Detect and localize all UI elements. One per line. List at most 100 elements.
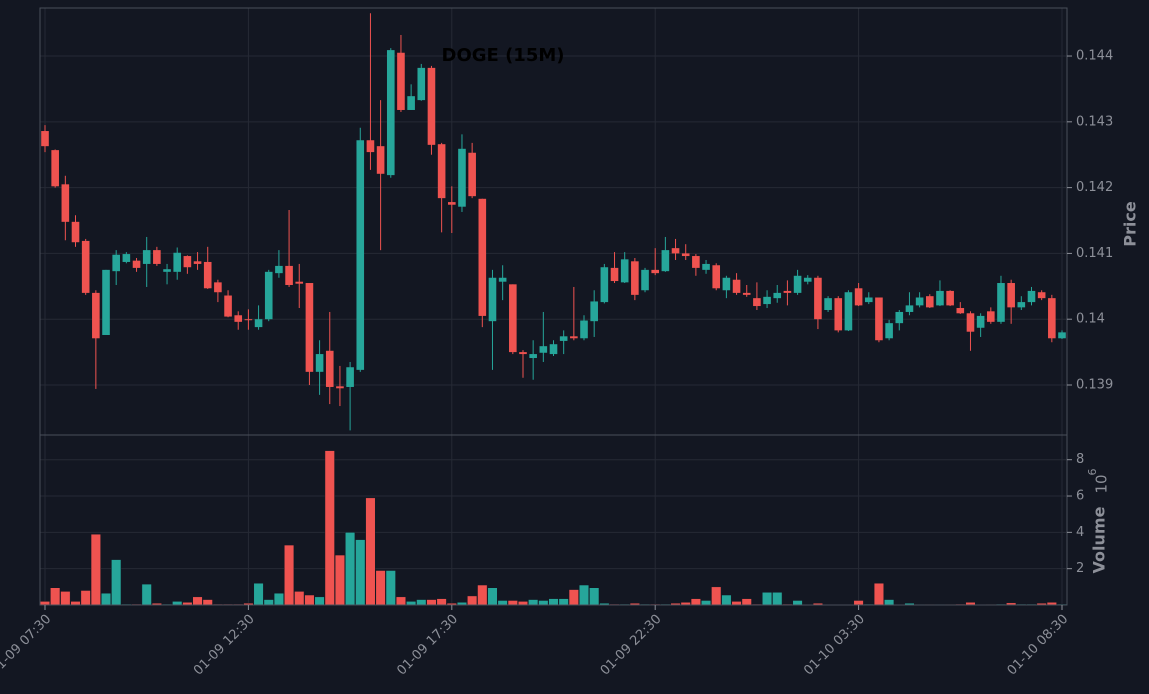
- candle-body: [570, 336, 578, 339]
- candle-body: [610, 267, 619, 282]
- candle-body: [81, 240, 90, 293]
- volume-bar: [192, 596, 203, 606]
- candle-body: [173, 252, 182, 272]
- candle-body: [620, 259, 629, 283]
- candle-body: [295, 281, 304, 284]
- candle-body: [275, 265, 283, 274]
- candle-body: [112, 254, 120, 272]
- volume-axis-label: Volume: [1090, 506, 1109, 573]
- candle-body: [1027, 290, 1036, 303]
- volume-bar: [528, 599, 539, 606]
- volume-bar: [548, 598, 559, 606]
- candle-body: [681, 253, 690, 257]
- candle-body: [102, 269, 110, 335]
- candle-body: [437, 144, 446, 199]
- candle-body: [41, 131, 49, 147]
- candle-body: [1017, 302, 1026, 308]
- candle-body: [51, 150, 59, 187]
- candle-body: [366, 140, 375, 153]
- volume-tick-label: 2: [1076, 561, 1084, 576]
- candle-body: [285, 265, 293, 285]
- candle-body: [824, 298, 832, 310]
- candle-body: [1037, 292, 1046, 299]
- volume-bar: [701, 600, 712, 606]
- candle-body: [1058, 332, 1066, 339]
- candle-body: [844, 292, 853, 331]
- volume-bar: [853, 600, 864, 606]
- volume-scale: 10: [1093, 474, 1111, 493]
- candle-body: [895, 311, 904, 324]
- volume-bar: [711, 586, 722, 606]
- volume-bar: [111, 559, 122, 606]
- volume-bar: [589, 587, 600, 606]
- volume-bar: [731, 601, 742, 606]
- candle-body: [417, 67, 426, 101]
- volume-bar: [202, 599, 213, 606]
- candle-body: [427, 67, 436, 145]
- volume-bar: [721, 594, 732, 606]
- candle-body: [803, 277, 812, 282]
- candle-body: [336, 386, 344, 389]
- volume-bar: [558, 598, 569, 606]
- candle-body: [325, 350, 334, 387]
- volume-bar: [416, 599, 427, 606]
- volume-bar: [355, 539, 366, 606]
- candle-body: [132, 260, 141, 268]
- volume-bar: [578, 584, 590, 606]
- chart-title: DOGE (15M): [442, 45, 565, 66]
- volume-bar: [90, 533, 101, 606]
- volume-bar: [345, 532, 356, 606]
- y-tick-label: 0.14: [1076, 312, 1105, 327]
- candle-body: [346, 367, 354, 387]
- candle-body: [854, 288, 863, 306]
- candle-body: [742, 292, 751, 295]
- candle-body: [793, 275, 802, 293]
- candle-body: [448, 202, 456, 205]
- volume-bar: [792, 600, 803, 606]
- candle-body: [631, 261, 639, 295]
- candle-body: [458, 148, 466, 207]
- candle-body: [193, 261, 202, 264]
- volume-bar: [314, 596, 325, 606]
- candle-body: [773, 292, 782, 299]
- volume-bar: [70, 601, 81, 606]
- candle-body: [163, 269, 171, 272]
- candle-body: [468, 152, 476, 197]
- volume-bar: [538, 600, 549, 606]
- candle-body: [925, 296, 934, 308]
- candle-body: [722, 277, 731, 291]
- plot-layer: [39, 8, 1068, 606]
- candle-body: [946, 290, 954, 306]
- candle-body: [997, 283, 1005, 322]
- volume-bar: [304, 594, 315, 606]
- y-axis-label: Price: [1121, 201, 1140, 247]
- candle-body: [732, 279, 741, 293]
- candle-body: [549, 344, 558, 355]
- volume-tick-label: 6: [1076, 489, 1084, 504]
- candle-body: [600, 267, 609, 303]
- candle-body: [203, 261, 212, 289]
- candle-body: [92, 292, 100, 339]
- volume-tick-label: 8: [1076, 452, 1084, 467]
- candle-body: [142, 250, 151, 264]
- volume-bar: [365, 497, 376, 606]
- volume-bar: [873, 582, 884, 606]
- candle-body: [559, 336, 568, 341]
- volume-bar: [141, 583, 152, 606]
- volume-bar: [324, 450, 335, 606]
- candle-body: [71, 221, 80, 243]
- candle-body: [488, 277, 497, 322]
- volume-bar: [253, 582, 264, 606]
- y-tick-label: 0.139: [1076, 377, 1113, 392]
- candle-body: [244, 319, 253, 321]
- y-tick-label: 0.142: [1076, 180, 1113, 195]
- volume-bar: [772, 592, 783, 606]
- candle-body: [1048, 298, 1056, 339]
- candle-body: [61, 184, 70, 222]
- candle-body: [875, 297, 883, 341]
- candle-body: [122, 254, 131, 262]
- candle-body: [529, 354, 537, 359]
- volume-bar: [385, 570, 396, 606]
